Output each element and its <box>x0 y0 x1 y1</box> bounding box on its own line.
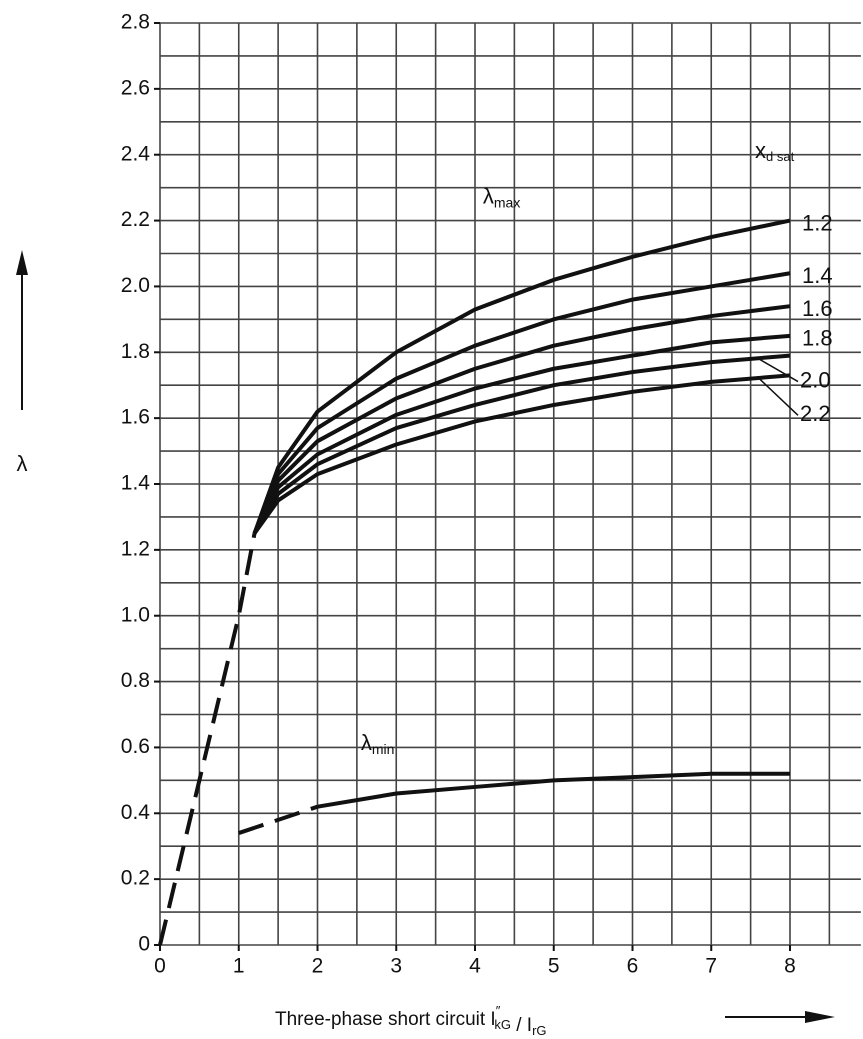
series-label: 2.2 <box>800 401 831 426</box>
text-part: λ <box>361 730 372 755</box>
y-tick-label: 1.0 <box>121 603 150 626</box>
y-tick-label: 1.6 <box>121 406 150 429</box>
y-tick-label: 1.4 <box>121 472 151 495</box>
y-tick-label: 2.6 <box>121 76 150 99</box>
y-tick-label: 1.8 <box>121 340 150 363</box>
text-part: x <box>755 138 766 163</box>
y-tick-label: 0.6 <box>121 735 150 758</box>
series-label: 2.0 <box>800 367 831 392</box>
x-tick-label: 6 <box>627 955 639 978</box>
subscript: kG <box>494 1017 511 1032</box>
superscript: ″ <box>496 1003 501 1018</box>
subscript: min <box>372 741 395 757</box>
series-label: 1.4 <box>802 263 833 288</box>
y-tick-label: 2.4 <box>121 142 151 165</box>
y-tick-label: 0.4 <box>121 801 151 824</box>
y-tick-label: 2.8 <box>121 11 150 34</box>
x-tick-label: 2 <box>312 955 324 978</box>
series-label: 1.6 <box>802 296 833 321</box>
x-tick-label: 0 <box>154 955 166 978</box>
y-tick-label: 0 <box>138 933 150 956</box>
y-tick-label: 2.0 <box>121 274 150 297</box>
text-part: Three-phase short circuit <box>275 1009 490 1030</box>
y-tick-label: 1.2 <box>121 537 150 560</box>
y-tick-label: 0.2 <box>121 867 150 890</box>
y-tick-label: 0.8 <box>121 669 150 692</box>
subscript: rG <box>532 1023 546 1038</box>
x-tick-label: 4 <box>469 955 481 978</box>
subscript: max <box>494 194 520 210</box>
subscript: d sat <box>766 149 795 164</box>
x-tick-label: 1 <box>233 955 245 978</box>
x-tick-label: 5 <box>548 955 560 978</box>
x-tick-label: 7 <box>705 955 717 978</box>
text-part: / <box>511 1015 527 1036</box>
x-tick-label: 3 <box>390 955 402 978</box>
text-part: λ <box>483 183 494 208</box>
y-axis-label: λ <box>17 451 28 476</box>
series-label: 1.2 <box>802 210 833 235</box>
y-tick-label: 2.2 <box>121 208 150 231</box>
x-tick-label: 8 <box>784 955 796 978</box>
series-label: 1.8 <box>802 326 833 351</box>
chart: 0 0.2 0.4 0.6 0.8 1.0 1.2 1.4 1.6 1.8 2.0 2.2 2.4 2.6… <box>0 0 863 1039</box>
